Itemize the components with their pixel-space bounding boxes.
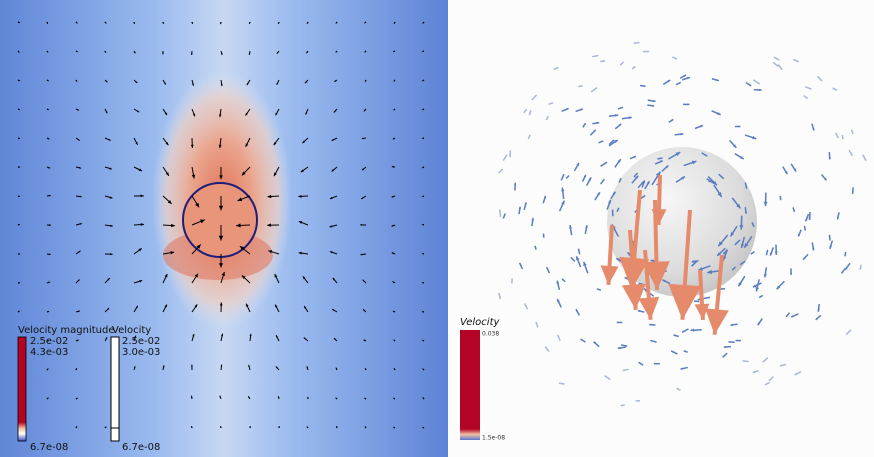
legend-label: 2.5e-02	[122, 336, 160, 347]
legend-label: 0.038	[482, 331, 499, 338]
legend-label: 6.7e-08	[122, 442, 160, 453]
legend-label: 6.7e-08	[30, 442, 68, 453]
screenshot: Velocity magnitude 2.5e-02 4.3e-03 6.7e-…	[0, 0, 874, 457]
color-bar	[18, 337, 26, 441]
page: Velocity magnitude 2.5e-02 4.3e-03 6.7e-…	[0, 0, 874, 457]
legend-label: 4.3e-03	[30, 347, 68, 358]
color-bar	[111, 337, 119, 441]
legend-title: Velocity magnitude	[18, 325, 115, 336]
legend-title: Velocity	[112, 325, 151, 336]
legend-label: 2.5e-02	[30, 336, 68, 347]
color-bar	[460, 330, 480, 440]
legend-label: 3.0e-03	[122, 347, 160, 358]
legend-label: 1.5e-08	[482, 435, 505, 442]
sphere-outline	[183, 183, 257, 257]
legend-title: Velocity	[460, 317, 501, 328]
